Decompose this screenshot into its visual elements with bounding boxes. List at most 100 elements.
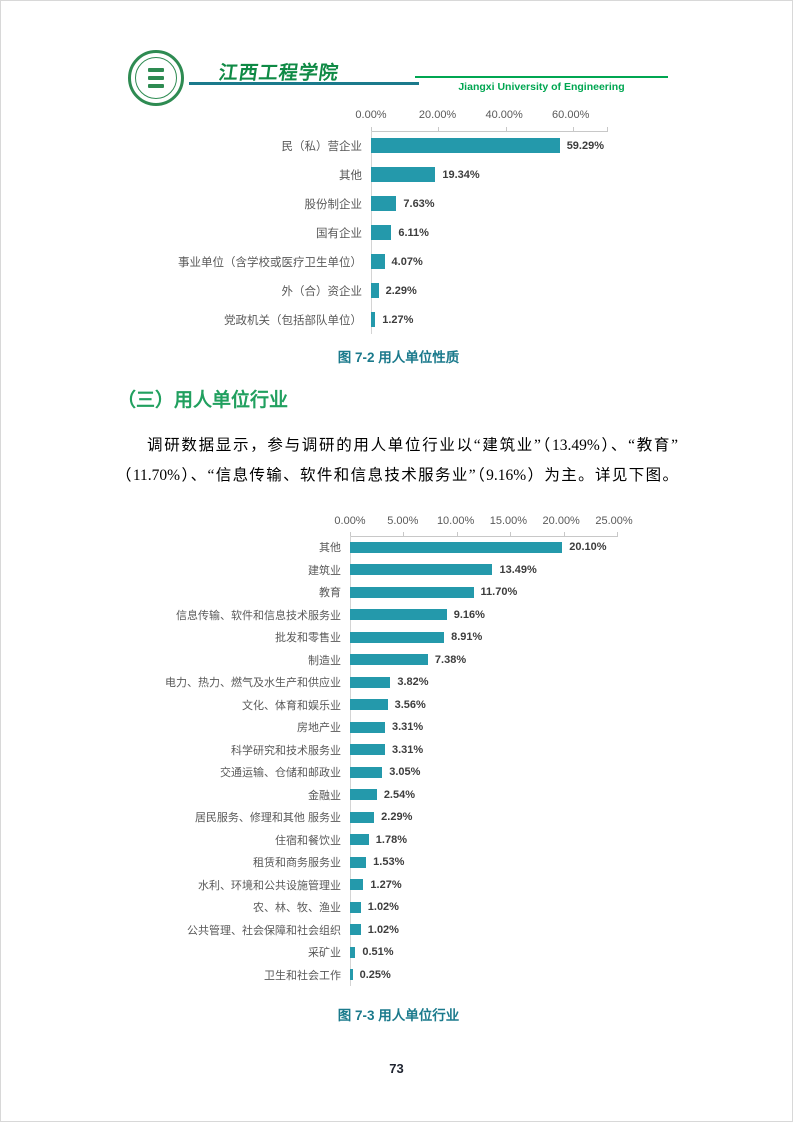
x-tick-mark <box>573 127 575 132</box>
chart-row: 电力、热力、燃气及水生产和供应业 3.82% <box>141 671 661 694</box>
chart-row: 公共管理、社会保障和社会组织 1.02% <box>141 919 661 942</box>
page-number: 73 <box>389 1061 404 1076</box>
value-label: 1.27% <box>382 313 414 326</box>
bar-track: 1.02% <box>350 924 614 936</box>
category-label: 金融业 <box>308 789 341 802</box>
value-label: 3.56% <box>394 698 426 711</box>
chart-row: 租赁和商务服务业 1.53% <box>141 851 661 874</box>
category-label: 民（私）营企业 <box>281 140 363 153</box>
bar-track: 2.29% <box>350 811 614 823</box>
chart-row: 事业单位（含学校或医疗卫生单位） 4.07% <box>141 247 641 276</box>
category-label: 信息传输、软件和信息技术服务业 <box>176 609 341 622</box>
value-label: 3.05% <box>389 766 421 779</box>
bar <box>371 225 392 240</box>
category-label: 房地产业 <box>297 722 341 735</box>
x-tick-mark <box>617 532 618 537</box>
header-rule-green <box>415 76 668 78</box>
value-label: 1.53% <box>373 856 405 869</box>
bar-track: 4.07% <box>371 254 604 269</box>
chart-row: 民（私）营企业 59.29% <box>141 131 641 160</box>
chart-row: 采矿业 0.51% <box>141 941 661 964</box>
value-label: 4.07% <box>391 255 423 268</box>
section-heading: （三）用人单位行业 <box>117 390 289 411</box>
value-label: 9.16% <box>453 608 485 621</box>
chart-row: 交通运输、仓储和邮政业 3.05% <box>141 761 661 784</box>
value-label: 1.27% <box>370 878 402 891</box>
value-label: 2.29% <box>385 284 417 297</box>
bar <box>371 283 379 298</box>
x-tick-mark <box>563 532 565 537</box>
bar <box>350 721 385 733</box>
category-label: 事业单位（含学校或医疗卫生单位） <box>178 256 362 269</box>
chart-row: 金融业 2.54% <box>141 784 661 807</box>
bar-track: 1.27% <box>371 312 604 327</box>
chart-row: 批发和零售业 8.91% <box>141 626 661 649</box>
value-label: 19.34% <box>442 168 480 181</box>
chart-row: 制造业 7.38% <box>141 649 661 672</box>
bar <box>350 811 375 823</box>
chart-rows: 民（私）营企业 59.29% 其他 19.34% 股份制企业 7.63% 国有企业 6.11%… <box>141 131 641 334</box>
x-tick-mark <box>510 532 512 537</box>
category-label: 教育 <box>319 587 341 600</box>
chart-employer-industry: 0.00% 5.00% 10.00% 15.00% 20.00% 25.00% 其他 20.… <box>141 513 661 988</box>
bar <box>350 654 428 666</box>
value-label: 7.63% <box>403 197 435 210</box>
bar-track: 1.27% <box>350 878 614 891</box>
x-tick-label: 0.00% <box>355 109 387 121</box>
category-label: 文化、体育和娱乐业 <box>242 699 341 712</box>
chart-row: 教育 11.70% <box>141 581 661 604</box>
value-label: 1.78% <box>375 833 407 846</box>
bar-track: 1.53% <box>350 856 614 869</box>
bar-track: 9.16% <box>350 608 614 621</box>
chart-row: 房地产业 3.31% <box>141 716 661 739</box>
bar-track: 3.05% <box>350 766 614 779</box>
x-tick-mark <box>607 127 608 132</box>
bar-track: 8.91% <box>350 631 614 644</box>
bar <box>350 631 445 643</box>
value-label: 0.51% <box>362 946 394 959</box>
bar-track: 11.70% <box>350 586 614 598</box>
bar <box>350 879 364 891</box>
bar <box>350 969 353 981</box>
category-label: 外（合）资企业 <box>281 285 363 298</box>
bar-track: 20.10% <box>350 541 614 553</box>
bar <box>350 834 369 846</box>
chart-employer-nature: 0.00% 20.00% 40.00% 60.00% 民（私）营企业 59.29% 其他 1… <box>141 107 641 337</box>
chart-row: 文化、体育和娱乐业 3.56% <box>141 694 661 717</box>
chart-row: 党政机关（包括部队单位） 1.27% <box>141 305 641 334</box>
category-label: 农、林、牧、渔业 <box>253 902 341 915</box>
x-tick-label: 20.00% <box>418 109 457 121</box>
category-label: 国有企业 <box>316 227 362 240</box>
figure-caption-7-2: 图 7-2 用人单位性质 <box>337 350 460 365</box>
category-label: 居民服务、修理和其他 服务业 <box>194 812 341 825</box>
bar-track: 3.82% <box>350 676 614 689</box>
value-label: 3.82% <box>397 676 429 689</box>
x-tick-label: 20.00% <box>542 515 580 527</box>
x-tick-label: 5.00% <box>387 515 419 527</box>
value-label: 6.11% <box>398 226 429 239</box>
value-label: 8.91% <box>451 631 483 644</box>
category-label: 公共管理、社会保障和社会组织 <box>187 924 341 937</box>
bar-track: 2.29% <box>371 283 604 298</box>
bar <box>350 609 447 621</box>
bar <box>350 564 493 576</box>
bar-track: 0.25% <box>350 969 614 981</box>
bar <box>371 196 397 211</box>
bar-track: 0.51% <box>350 946 614 959</box>
seal-emblem-icon <box>148 68 164 88</box>
x-tick-mark <box>438 127 440 132</box>
x-tick-label: 0.00% <box>334 515 366 527</box>
bar <box>350 924 361 936</box>
value-label: 7.38% <box>434 653 467 666</box>
plot-axis-top <box>350 532 618 537</box>
bar <box>350 901 361 913</box>
category-label: 卫生和社会工作 <box>264 969 341 982</box>
bar-track: 1.78% <box>350 833 614 846</box>
bar-track: 59.29% <box>371 138 604 153</box>
category-label: 股份制企业 <box>304 198 363 211</box>
plot-axis-left <box>350 536 351 986</box>
chart-row: 股份制企业 7.63% <box>141 189 641 218</box>
bar-track: 3.31% <box>350 744 614 756</box>
paragraph-line-1: 调研数据显示，参与调研的用人单位行业以“建筑业”（13.49%）、“教育” <box>147 437 678 454</box>
